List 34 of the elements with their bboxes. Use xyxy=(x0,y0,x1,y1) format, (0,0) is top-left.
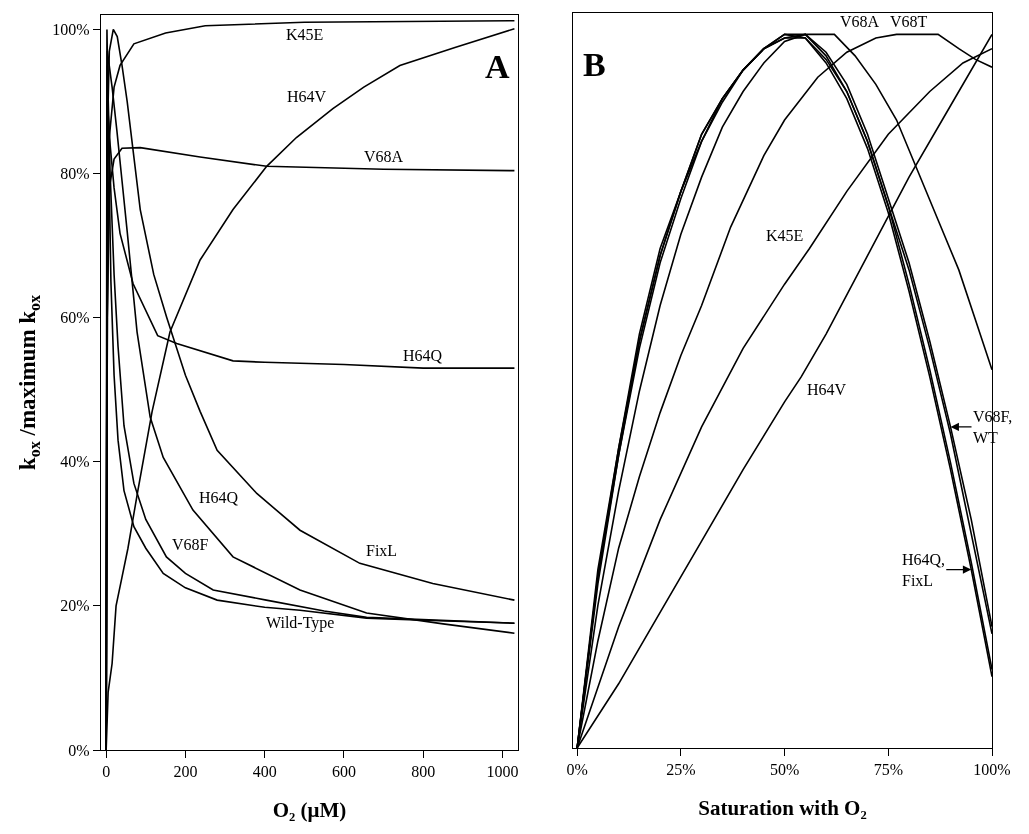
x-tick-label: 25% xyxy=(666,761,696,779)
x-tick-label: 1000 xyxy=(486,763,519,781)
x-tick-label: 0% xyxy=(566,761,588,779)
x-tick-label: 400 xyxy=(252,763,277,781)
x-tick-label: 75% xyxy=(873,761,903,779)
x-tick-label: 200 xyxy=(173,763,198,781)
annotation: H64V xyxy=(287,88,327,105)
annotation: V68A xyxy=(840,13,880,30)
y-tick-label: 0% xyxy=(68,741,90,759)
x-tick-label: 100% xyxy=(973,761,1011,779)
x-axis-title: O₂ (μM) xyxy=(272,797,347,822)
annotation: H64Q, FixL xyxy=(902,551,946,589)
y-tick-label: 80% xyxy=(60,165,90,183)
annotation: H64V xyxy=(807,381,847,398)
annotation: V68A xyxy=(364,148,404,165)
y-tick-label: 20% xyxy=(60,597,90,615)
y-tick-label: 40% xyxy=(60,453,90,471)
y-tick-label: 60% xyxy=(60,309,90,327)
y-tick-label: 100% xyxy=(52,21,90,39)
x-tick-label: 800 xyxy=(411,763,436,781)
x-tick-label: 0 xyxy=(102,763,111,781)
annotation: H64Q xyxy=(403,347,443,364)
annotation: V68F xyxy=(172,536,209,553)
x-tick-label: 600 xyxy=(331,763,356,781)
annotation: K45E xyxy=(766,227,804,244)
annotation: B xyxy=(583,46,606,83)
annotation: V68T xyxy=(890,13,928,30)
annotation: Wild-Type xyxy=(266,614,335,632)
annotation: A xyxy=(485,48,510,85)
annotation: FixL xyxy=(366,542,398,559)
x-tick-label: 50% xyxy=(769,761,800,779)
annotation: K45E xyxy=(286,26,324,43)
x-axis-title: Saturation with O₂ xyxy=(698,795,867,820)
annotation: H64Q xyxy=(199,489,239,506)
